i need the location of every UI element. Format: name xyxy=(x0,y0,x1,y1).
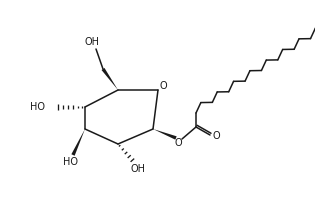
Text: HO: HO xyxy=(64,157,78,167)
Text: HO: HO xyxy=(30,102,45,112)
Text: O: O xyxy=(159,81,167,91)
Text: OH: OH xyxy=(84,37,100,47)
Text: O: O xyxy=(174,138,182,148)
Polygon shape xyxy=(101,68,118,90)
Text: OH: OH xyxy=(130,164,146,174)
Polygon shape xyxy=(153,129,177,140)
Polygon shape xyxy=(72,129,85,156)
Text: O: O xyxy=(212,131,220,141)
